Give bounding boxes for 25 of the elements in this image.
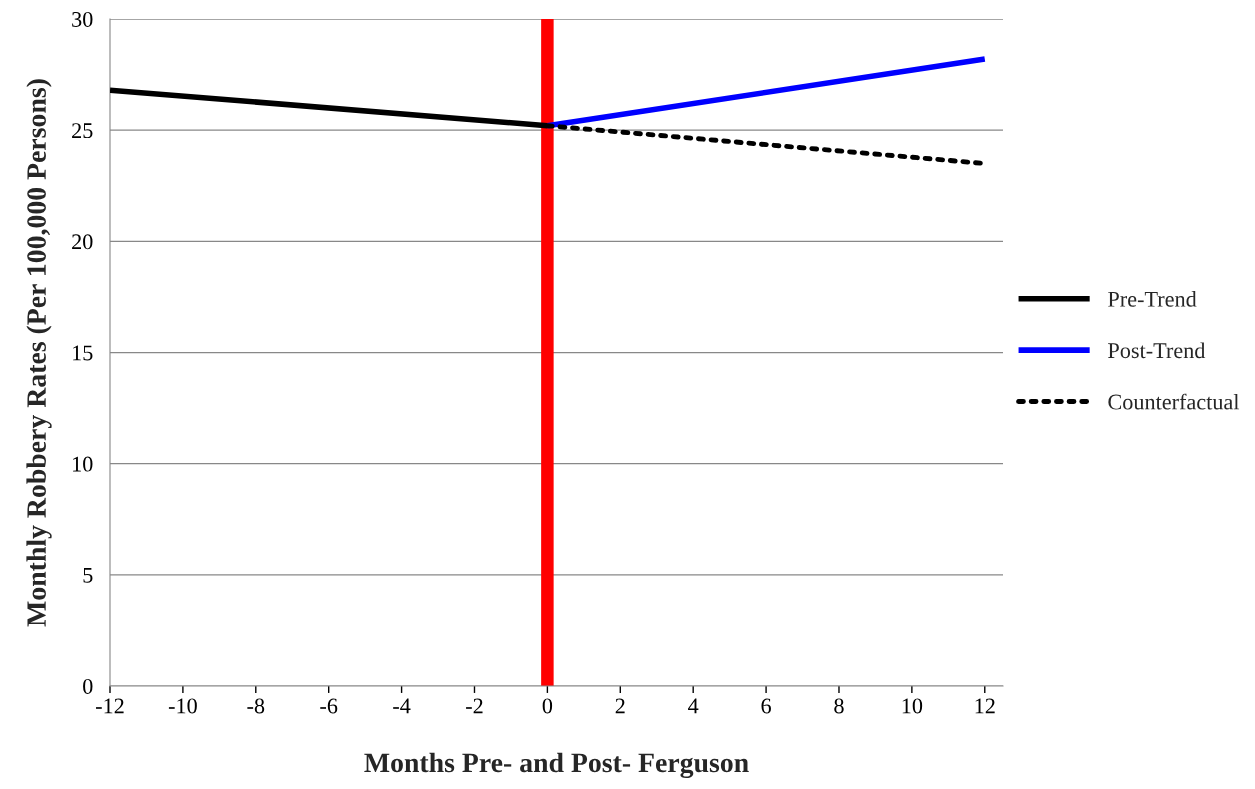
legend-label: Counterfactual — [1108, 393, 1240, 410]
y-tick-label: 30 — [72, 11, 93, 27]
x-tick-label: 6 — [761, 698, 771, 714]
x-tick-label: 4 — [688, 698, 699, 714]
y-tick-label: 0 — [83, 678, 93, 694]
legend-label: Post-Trend — [1108, 342, 1206, 359]
x-tick-label: -6 — [320, 698, 338, 714]
y-tick-label: 10 — [73, 456, 93, 472]
legend-label: Pre-Trend — [1108, 291, 1197, 307]
x-tick-label: 0 — [542, 698, 553, 714]
x-tick-label: -4 — [393, 698, 411, 714]
x-tick-label: -12 — [96, 698, 124, 714]
x-tick-label: 12 — [975, 698, 995, 714]
x-tick-label: -2 — [466, 698, 483, 714]
y-axis-title: Monthly Robbery Rates (Per 100,000 Persons) — [26, 79, 52, 627]
x-tick-label: -10 — [168, 698, 197, 714]
x-tick-label: -8 — [247, 698, 265, 714]
y-tick-label: 20 — [72, 234, 93, 250]
y-tick-label: 5 — [83, 567, 93, 583]
y-tick-label: 25 — [72, 123, 93, 139]
y-tick-label: 15 — [73, 345, 93, 361]
x-tick-label: 8 — [834, 698, 844, 714]
x-axis-title: Months Pre- and Post- Ferguson — [364, 752, 749, 779]
x-tick-label: 10 — [902, 698, 923, 714]
x-tick-label: 2 — [615, 698, 625, 714]
